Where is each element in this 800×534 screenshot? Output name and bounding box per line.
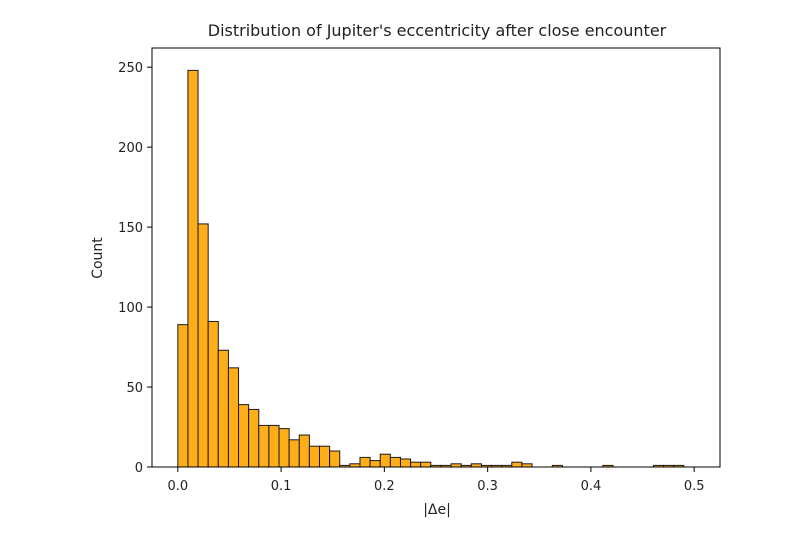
chart-title: Distribution of Jupiter's eccentricity a… bbox=[208, 21, 667, 40]
x-axis-label: |Δe| bbox=[423, 502, 451, 518]
histogram-bar bbox=[329, 450, 341, 468]
histogram-bar bbox=[308, 445, 321, 468]
plot-frame bbox=[151, 47, 721, 468]
x-tick-label: 0.3 bbox=[477, 479, 498, 494]
histogram-bar bbox=[268, 424, 280, 468]
histogram-bar bbox=[227, 367, 240, 468]
x-tick-label: 0.0 bbox=[167, 479, 188, 494]
histogram-bar bbox=[288, 439, 300, 468]
histogram-bar bbox=[410, 461, 422, 468]
ticks-layer: 0.0 0.1 0.2 0.3 0.4 0.5 0 50 100 150 200 250 bbox=[118, 61, 704, 494]
histogram-bar bbox=[319, 445, 331, 468]
histogram-bar bbox=[278, 428, 290, 468]
histogram-bar bbox=[369, 460, 381, 468]
histogram-bar bbox=[511, 461, 523, 468]
y-tick-label: 0 bbox=[135, 461, 143, 476]
y-tick-label: 100 bbox=[118, 301, 143, 316]
histogram-bar bbox=[207, 320, 219, 468]
y-tick-label: 250 bbox=[118, 61, 143, 76]
x-tick-label: 0.1 bbox=[271, 479, 292, 494]
bars-layer bbox=[177, 69, 685, 468]
histogram-bar bbox=[217, 349, 229, 468]
histogram-bar bbox=[187, 69, 199, 468]
x-tick-label: 0.2 bbox=[374, 479, 395, 494]
histogram-bar bbox=[197, 223, 209, 468]
x-tick-label: 0.5 bbox=[684, 479, 705, 494]
y-axis-label: Count bbox=[90, 237, 106, 279]
histogram-bar bbox=[298, 434, 310, 468]
histogram-bar bbox=[248, 408, 260, 468]
y-tick-label: 150 bbox=[118, 221, 143, 236]
histogram-bar bbox=[399, 458, 412, 468]
histogram-bar bbox=[238, 404, 250, 468]
histogram-bar bbox=[379, 453, 391, 468]
y-tick-label: 200 bbox=[118, 141, 143, 156]
histogram-bar bbox=[420, 461, 432, 468]
histogram-bar bbox=[389, 456, 401, 468]
y-tick-label: 50 bbox=[126, 381, 143, 396]
histogram-bar bbox=[177, 324, 189, 468]
x-tick-label: 0.4 bbox=[581, 479, 602, 494]
histogram-bar bbox=[359, 456, 371, 468]
histogram-bar bbox=[258, 424, 270, 468]
